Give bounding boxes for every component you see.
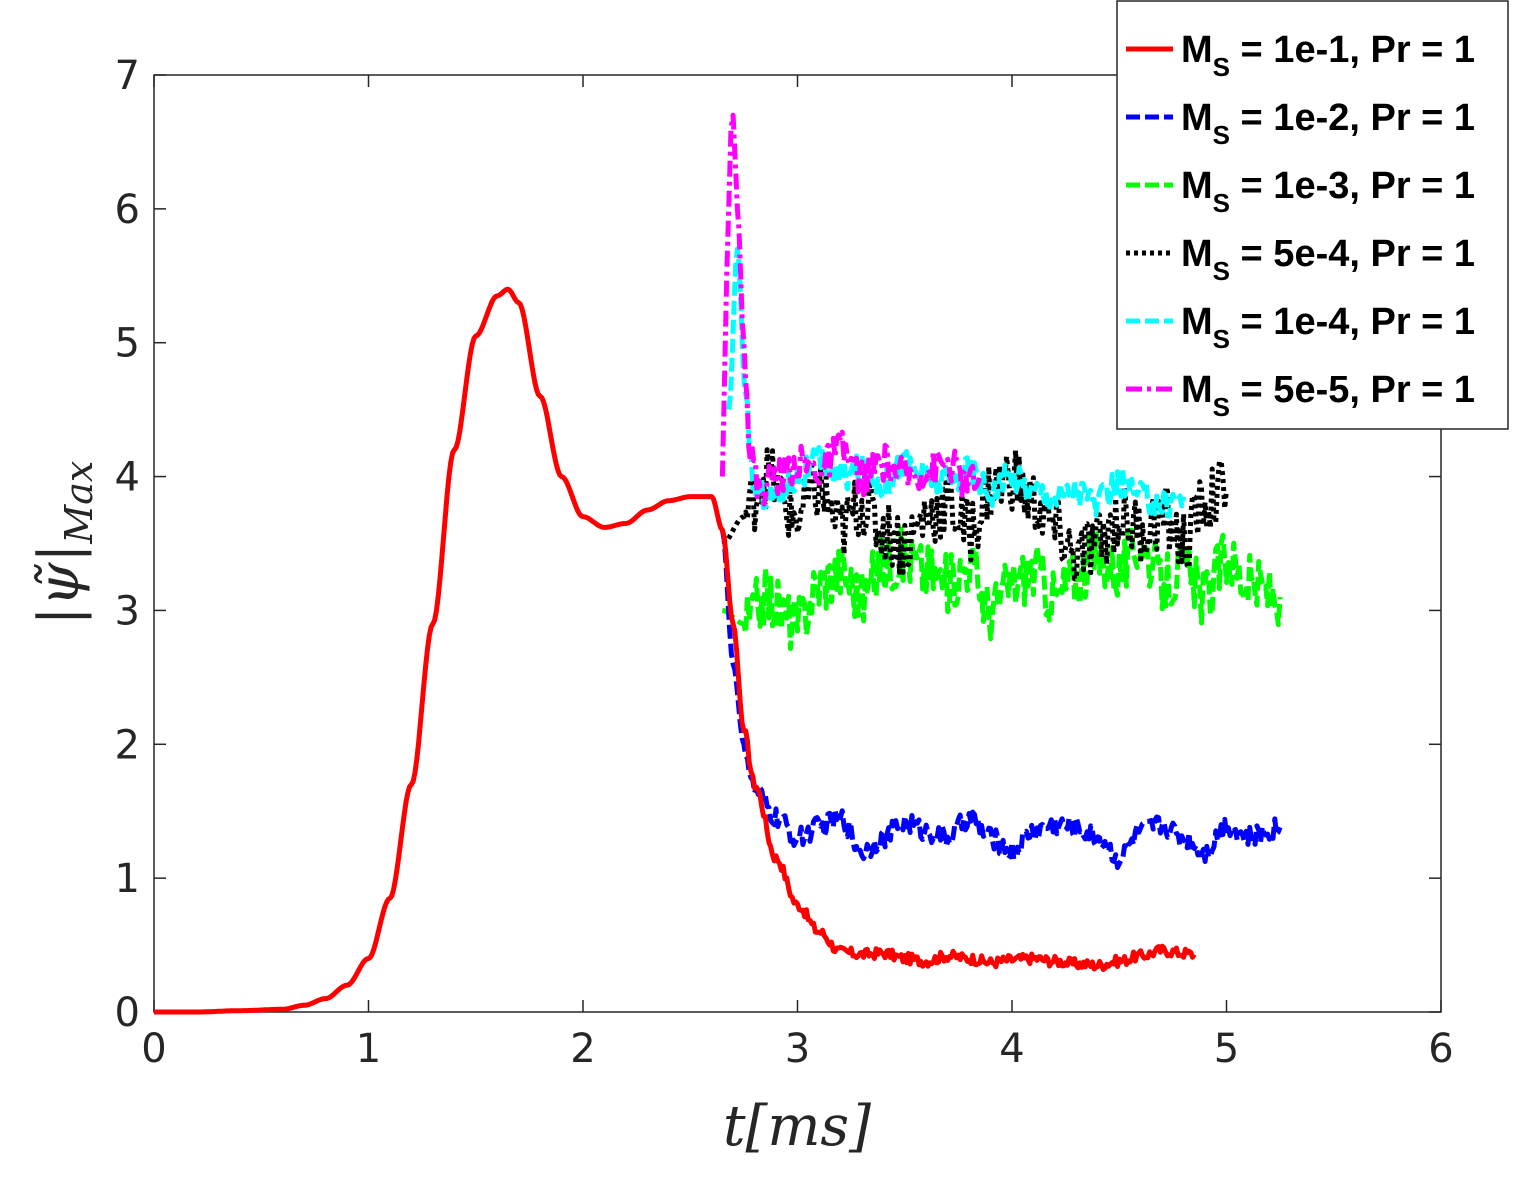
legend-label-subscript: S <box>1213 188 1230 218</box>
legend-label: MS = 1e-2, Pr = 1 <box>1181 97 1475 150</box>
y-tick-label: 1 <box>115 856 140 902</box>
y-tick-label: 4 <box>115 455 140 501</box>
x-tick-label: 6 <box>1428 1026 1453 1072</box>
legend-label-subscript: S <box>1213 256 1230 286</box>
x-tick-label: 4 <box>999 1026 1024 1072</box>
legend-label-subscript: S <box>1213 52 1230 82</box>
legend-label-subscript: S <box>1213 120 1230 150</box>
series-line <box>721 447 1229 582</box>
legend-label-main: M <box>1181 301 1213 343</box>
legend-label-main: M <box>1181 369 1213 411</box>
x-axis-label: t[ms] <box>723 1094 871 1159</box>
y-tick-label: 0 <box>115 990 140 1036</box>
legend-label-main: M <box>1181 97 1213 139</box>
x-tick-label: 0 <box>141 1026 166 1072</box>
legend-label-main: M <box>1181 29 1213 71</box>
legend-box <box>1116 0 1509 430</box>
svg-text:|ψ̃|Max: |ψ̃|Max <box>27 461 101 626</box>
series-layer <box>153 112 1283 1015</box>
legend-label: MS = 1e-4, Pr = 1 <box>1181 301 1475 354</box>
series-line <box>153 286 1197 1015</box>
x-tick-label: 5 <box>1214 1026 1239 1072</box>
x-axis-ticks: 0 1 2 3 4 5 6 <box>141 75 1454 1072</box>
y-axis-label-group: |ψ̃|Max <box>27 461 101 626</box>
x-tick-label: 3 <box>785 1026 810 1072</box>
legend-label-main: M <box>1181 165 1213 207</box>
y-tick-label: 5 <box>115 321 140 367</box>
series-line <box>719 529 1283 870</box>
legend-label-rest: = 1e-1, Pr = 1 <box>1230 29 1475 71</box>
y-tick-label: 2 <box>115 722 140 768</box>
y-tick-label: 7 <box>115 53 140 99</box>
legend-label: MS = 5e-4, Pr = 1 <box>1181 233 1475 286</box>
legend-label: MS = 1e-3, Pr = 1 <box>1181 165 1475 218</box>
legend-label-subscript: S <box>1213 324 1230 354</box>
legend-label-rest: = 5e-5, Pr = 1 <box>1230 369 1475 411</box>
x-tick-label: 1 <box>356 1026 381 1072</box>
legend-label-rest: = 5e-4, Pr = 1 <box>1230 233 1475 275</box>
x-tick-label: 2 <box>570 1026 595 1072</box>
y-axis-ticks: 0 1 2 3 4 5 6 7 <box>115 53 1441 1036</box>
series-line <box>719 112 983 507</box>
legend-label: MS = 1e-1, Pr = 1 <box>1181 29 1475 82</box>
y-axis-label: |ψ̃| <box>27 544 92 626</box>
legend-label-subscript: S <box>1213 392 1230 422</box>
y-axis-label-subscript: Max <box>57 461 101 545</box>
legend-label-rest: = 1e-3, Pr = 1 <box>1230 165 1475 207</box>
legend-label-rest: = 1e-4, Pr = 1 <box>1230 301 1475 343</box>
legend-label: MS = 5e-5, Pr = 1 <box>1181 369 1475 422</box>
y-tick-label: 3 <box>115 588 140 634</box>
legend-label-main: M <box>1181 233 1213 275</box>
y-tick-label: 6 <box>115 187 140 233</box>
legend-label-rest: = 1e-2, Pr = 1 <box>1230 97 1475 139</box>
legend: MS = 1e-1, Pr = 1MS = 1e-2, Pr = 1MS = 1… <box>1116 0 1509 430</box>
series-line <box>726 246 1187 519</box>
